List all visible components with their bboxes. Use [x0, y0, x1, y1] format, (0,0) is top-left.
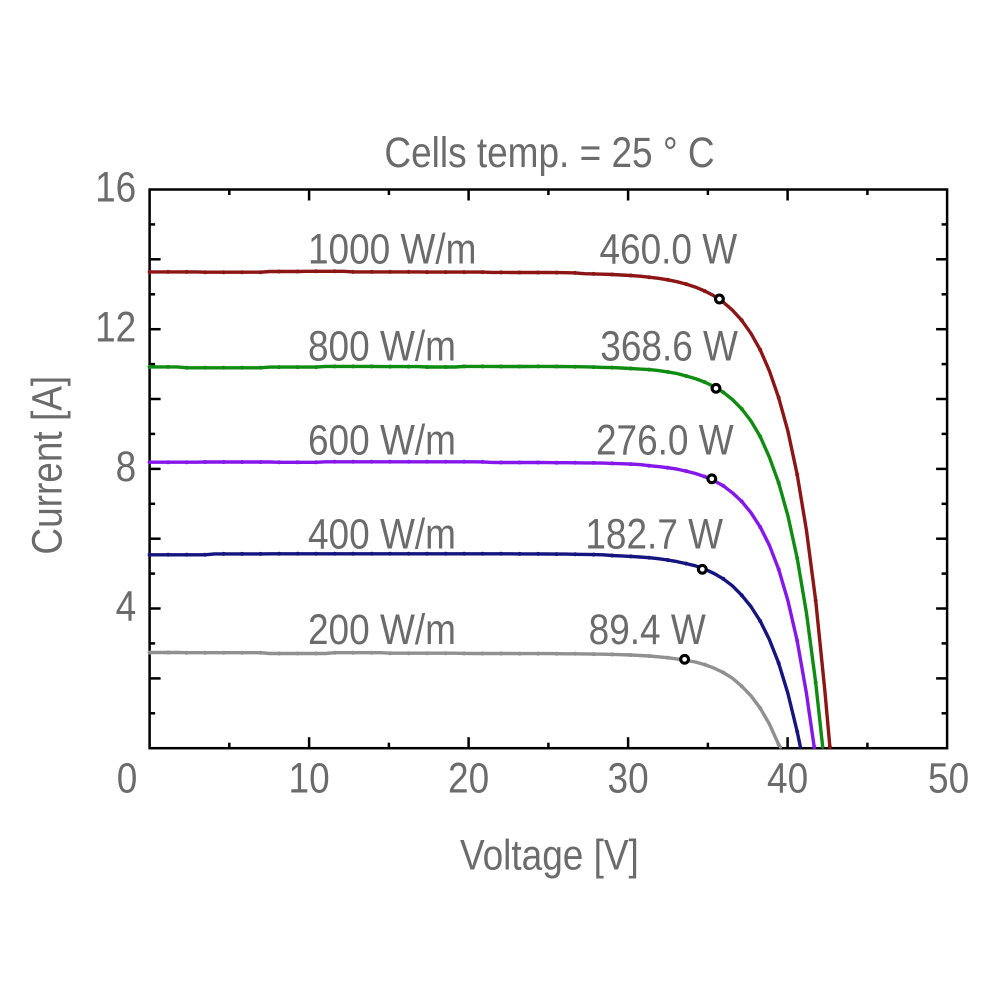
svg-text:368.6 W: 368.6 W — [600, 323, 738, 370]
svg-text:Current [A]: Current [A] — [24, 376, 71, 555]
svg-text:8: 8 — [116, 443, 137, 490]
svg-text:800 W/m: 800 W/m — [308, 323, 456, 370]
svg-text:182.7 W: 182.7 W — [585, 511, 723, 558]
svg-text:16: 16 — [95, 164, 136, 211]
svg-text:20: 20 — [448, 755, 489, 802]
svg-text:89.4 W: 89.4 W — [589, 606, 706, 653]
svg-text:4: 4 — [116, 583, 137, 630]
svg-text:276.0 W: 276.0 W — [596, 417, 734, 464]
svg-text:40: 40 — [767, 755, 808, 802]
svg-text:400 W/m: 400 W/m — [308, 511, 456, 558]
svg-text:0: 0 — [117, 755, 138, 802]
svg-text:10: 10 — [289, 755, 330, 802]
svg-text:600 W/m: 600 W/m — [308, 417, 456, 464]
svg-text:30: 30 — [608, 755, 649, 802]
svg-text:1000 W/m: 1000 W/m — [308, 226, 476, 273]
svg-text:200 W/m: 200 W/m — [308, 606, 456, 653]
svg-text:12: 12 — [95, 304, 136, 351]
svg-text:50: 50 — [928, 755, 969, 802]
svg-text:Voltage [V]: Voltage [V] — [460, 832, 639, 879]
svg-text:Cells temp. = 25 ° C: Cells temp. = 25 ° C — [384, 130, 714, 177]
svg-text:460.0 W: 460.0 W — [599, 226, 737, 273]
